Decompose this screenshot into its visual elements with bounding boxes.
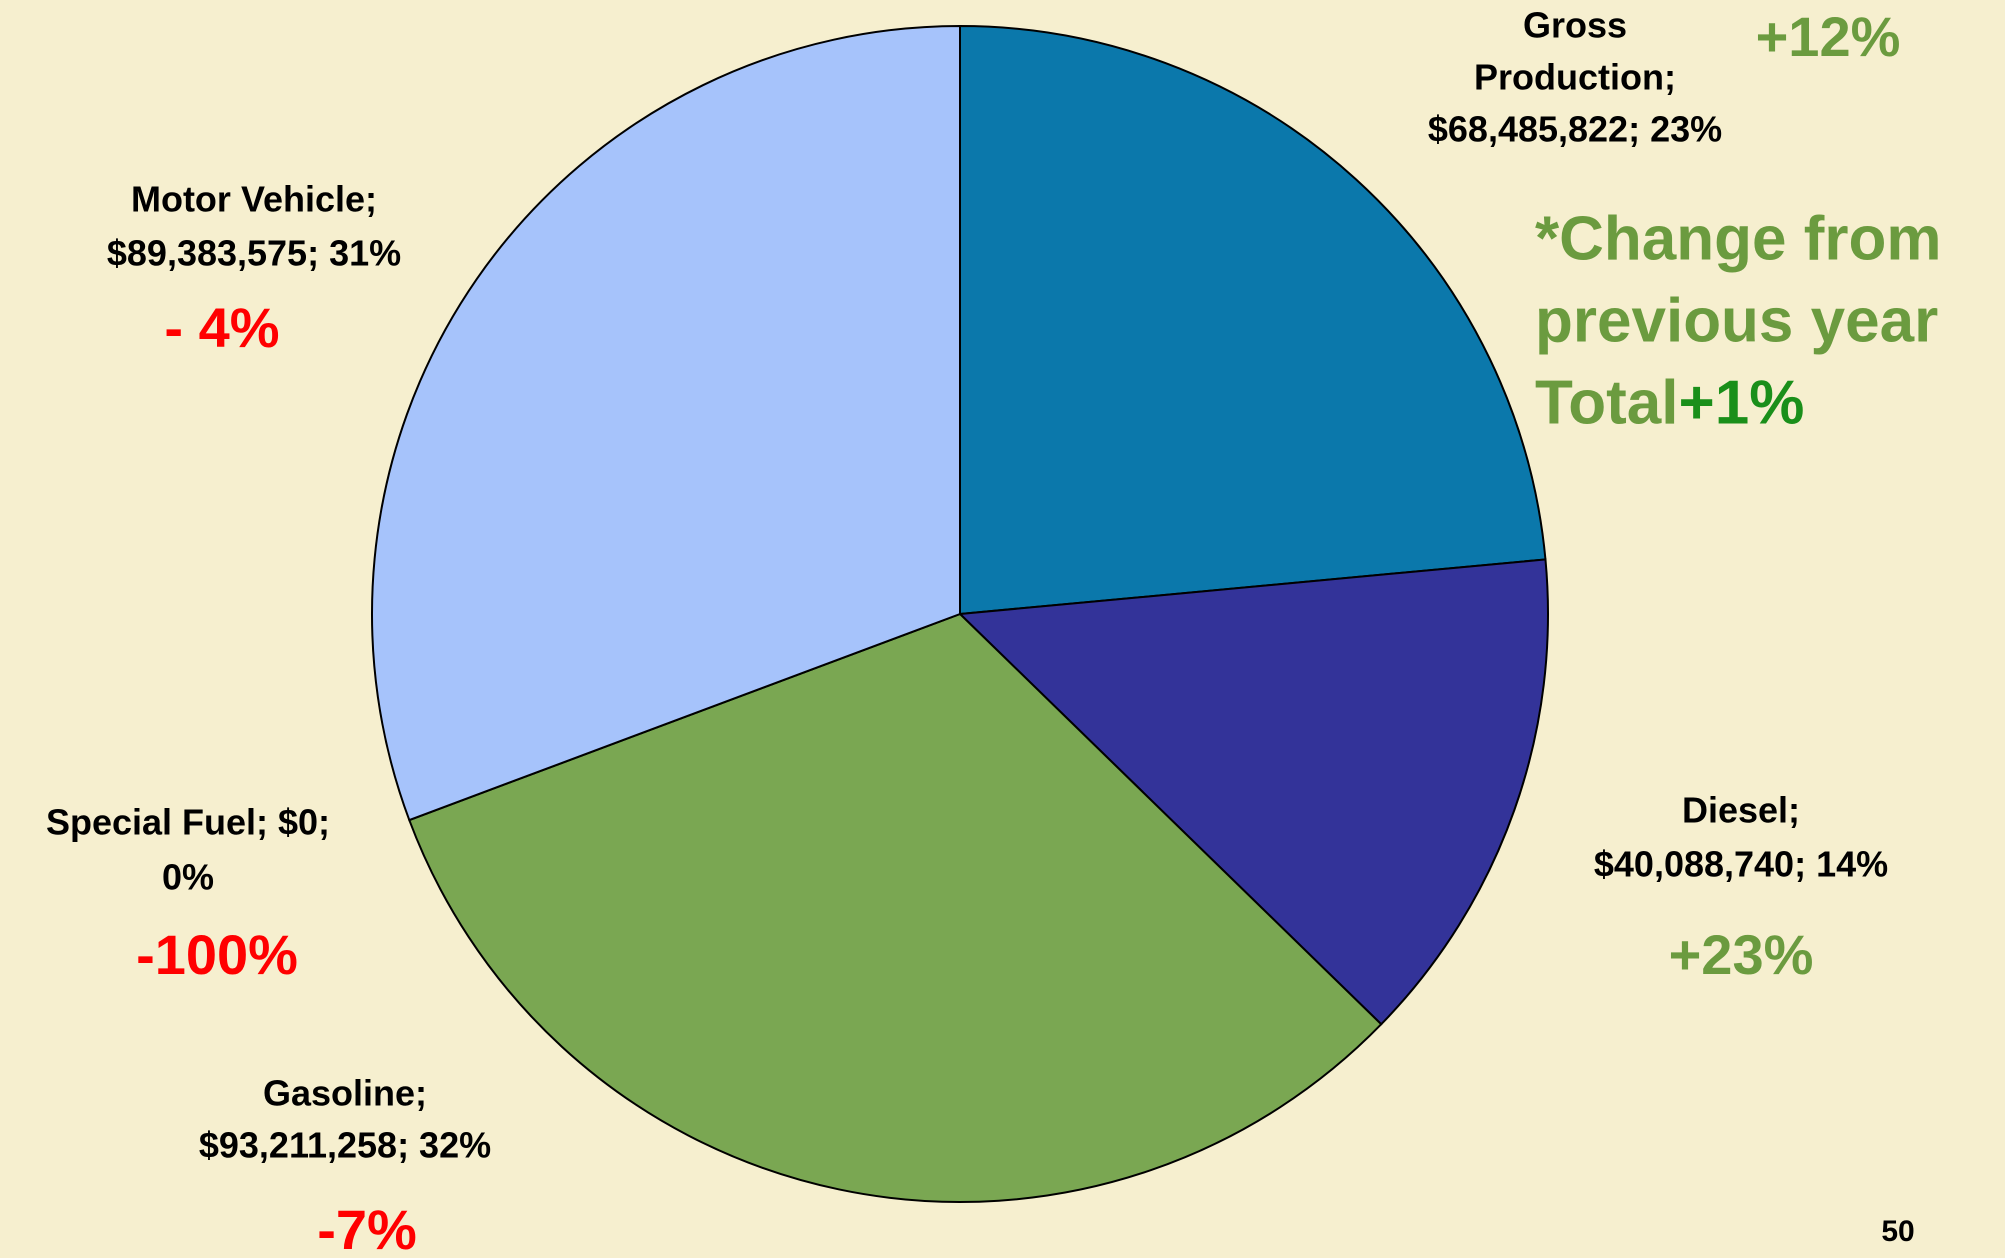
data-label: Gasoline; (263, 1073, 427, 1114)
data-label: $93,211,258; 32% (199, 1125, 491, 1166)
data-label: $89,383,575; 31% (107, 233, 401, 274)
note-total: +1% (1679, 368, 1805, 437)
pie-slice (407, 612, 1383, 1203)
change-label: -100% (136, 923, 298, 986)
data-label: Motor Vehicle; (131, 179, 377, 220)
data-label: $68,485,822; 23% (1428, 109, 1722, 150)
data-label: Gross (1523, 5, 1627, 46)
pie-slice (957, 558, 1549, 1026)
note: Total (1535, 368, 1679, 437)
data-label: 0% (162, 857, 214, 898)
data-label: Production; (1474, 57, 1676, 98)
data-label: Special Fuel; $0; (46, 802, 330, 843)
change-label: +23% (1669, 923, 1814, 986)
change-label: - 4% (164, 296, 279, 359)
page-number: 50 (1881, 1215, 1914, 1248)
change-label: +12% (1756, 5, 1901, 68)
change-label: -7% (317, 1198, 417, 1258)
note: *Change from (1535, 204, 1941, 273)
data-label: $40,088,740; 14% (1594, 844, 1888, 885)
pie-slice (959, 24, 1547, 616)
note: previous year (1535, 286, 1938, 355)
data-label: Diesel; (1682, 790, 1800, 831)
pie-slice (371, 24, 961, 822)
